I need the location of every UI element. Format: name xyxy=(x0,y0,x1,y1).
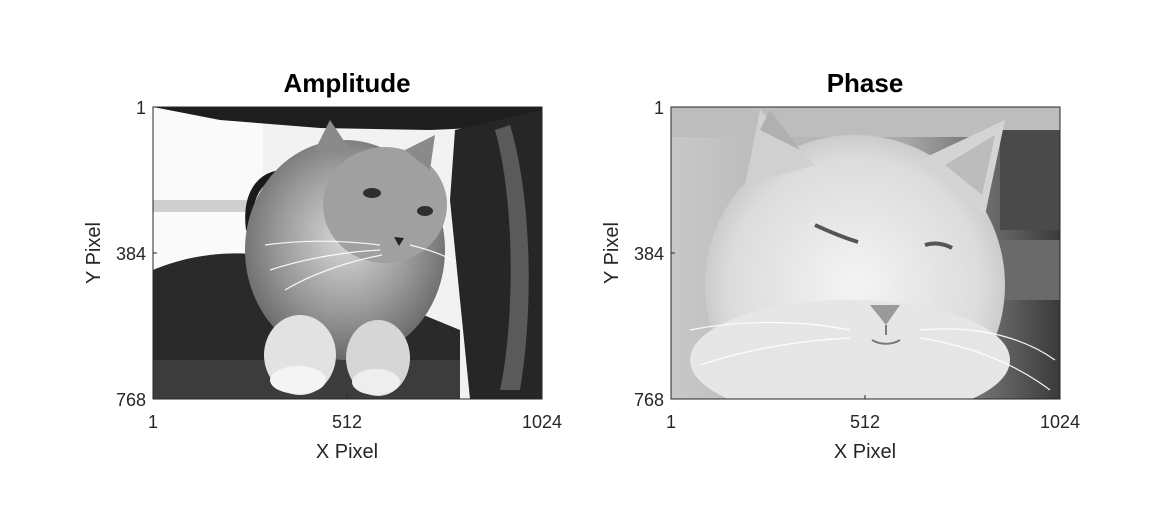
phase-ytick-768: 768 xyxy=(634,390,664,410)
amplitude-title: Amplitude xyxy=(283,68,410,98)
phase-ytick-384: 384 xyxy=(634,244,664,264)
phase-ylabel: Y Pixel xyxy=(601,222,623,284)
phase-title: Phase xyxy=(827,68,904,98)
phase-xtick-1024: 1024 xyxy=(1040,412,1080,432)
phase-xtick-1: 1 xyxy=(666,412,676,432)
amplitude-axes: Amplitude xyxy=(83,68,562,463)
amplitude-xlabel: X Pixel xyxy=(316,441,378,463)
amplitude-xtick-1024: 1024 xyxy=(522,412,562,432)
phase-ytick-1: 1 xyxy=(654,98,664,118)
amplitude-ylabel: Y Pixel xyxy=(83,222,105,284)
amplitude-ytick-1: 1 xyxy=(136,98,146,118)
phase-axes: Phase xyxy=(601,68,1080,463)
amplitude-image xyxy=(153,107,542,399)
amplitude-ytick-384: 384 xyxy=(116,244,146,264)
phase-xtick-512: 512 xyxy=(850,412,880,432)
amplitude-xtick-512: 512 xyxy=(332,412,362,432)
phase-image xyxy=(671,107,1060,399)
amplitude-xtick-1: 1 xyxy=(148,412,158,432)
phase-xlabel: X Pixel xyxy=(834,441,896,463)
amplitude-ytick-768: 768 xyxy=(116,390,146,410)
